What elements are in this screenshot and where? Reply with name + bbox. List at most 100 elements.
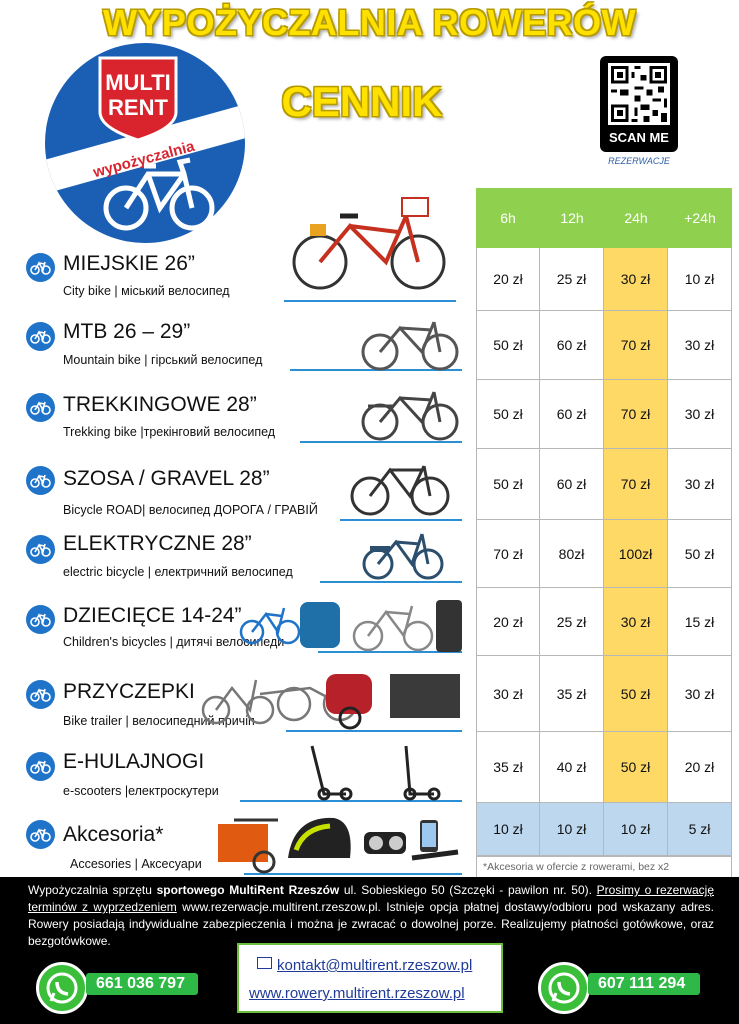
footer-description: Wypożyczalnia sprzętu sportowego MultiRe…: [28, 883, 715, 948]
price-cell: 10 zł: [668, 248, 732, 311]
city-bike-icon: [26, 253, 55, 282]
column-plus-24h: +24h: [684, 210, 716, 226]
price-cell: 50 zł: [604, 656, 668, 732]
row-underline: [284, 300, 456, 302]
price-cell: 10 zł: [540, 803, 604, 856]
price-cell: 80zł: [540, 520, 604, 588]
email-link[interactable]: kontakt@multirent.rzeszow.pl: [277, 957, 473, 974]
whatsapp-icon: [538, 962, 590, 1014]
price-cell: 50 zł: [476, 449, 540, 520]
row-underline: [240, 800, 462, 802]
price-cell: 25 zł: [540, 588, 604, 656]
bike-category-name: Akcesoria*: [63, 823, 164, 846]
column-24h: 24h: [624, 210, 648, 226]
price-cell: 60 zł: [540, 380, 604, 449]
price-cell: 15 zł: [668, 588, 732, 656]
bike-trailer-icon: [26, 680, 55, 709]
price-cell: 35 zł: [540, 656, 604, 732]
page-title: WYPOŻYCZALNIA ROWERÓW: [102, 2, 637, 43]
column-12h: 12h: [560, 210, 584, 226]
price-cell: 60 zł: [540, 311, 604, 380]
bike-category-name: PRZYCZEPKI: [63, 680, 195, 703]
bike-category-description: Accesories | Аксесуари: [70, 857, 202, 871]
e-scooters-image: [310, 745, 441, 801]
price-cell: 30 zł: [604, 248, 668, 311]
row-underline: [318, 651, 462, 653]
price-cell: 30 zł: [476, 656, 540, 732]
trekking-bike-image: [361, 391, 459, 441]
price-cell: 20 zł: [476, 248, 540, 311]
accessories-image: [218, 817, 459, 874]
bike-category-description: e-scooters |електроскутери: [63, 784, 219, 798]
price-cell: 10 zł: [476, 803, 540, 856]
price-cell: 70 zł: [604, 311, 668, 380]
price-cell: 50 zł: [604, 732, 668, 803]
price-cell: 70 zł: [604, 380, 668, 449]
price-cell: 30 zł: [668, 656, 732, 732]
accessories-icon: [26, 820, 55, 849]
column-6h: 6h: [500, 210, 516, 226]
bike-category-description: Bicycle ROAD| велосипед ДОРОГА / ГРАВІЙ: [63, 503, 318, 517]
qr-caption: REZERWACJE: [608, 156, 670, 166]
price-cell: 20 zł: [476, 588, 540, 656]
price-cell: 30 zł: [604, 588, 668, 656]
row-underline: [320, 581, 462, 583]
price-cell: 50 zł: [476, 311, 540, 380]
price-table-header: 6h 12h 24h +24h: [476, 188, 732, 248]
road-bike-icon: [26, 466, 55, 495]
envelope-icon: [257, 957, 272, 969]
e-scooter-icon: [26, 752, 55, 781]
price-cell: 50 zł: [668, 520, 732, 588]
mtb-icon: [26, 322, 55, 351]
price-cell: 30 zł: [668, 380, 732, 449]
contact-box: kontakt@multirent.rzeszow.pl www.rowery.…: [237, 943, 503, 1013]
bike-category-name: E-HULAJNOGI: [63, 750, 205, 773]
accessories-note: *Akcesoria w ofercie z rowerami, bez x2: [476, 856, 732, 878]
children-bike-icon: [26, 605, 55, 634]
row-underline: [244, 873, 462, 875]
reservation-note: Prosimy o rezerwację terminów z wyprzedz…: [28, 883, 714, 914]
qr-code-block[interactable]: SCAN ME: [600, 56, 678, 152]
row-underline: [300, 441, 462, 443]
mtb-bike-image: [361, 321, 459, 371]
phone-number-1[interactable]: 661 036 797: [86, 973, 198, 995]
electric-bike-image: [362, 533, 444, 580]
bicycle-icon: [103, 157, 215, 231]
row-underline: [340, 519, 462, 521]
price-cell: 10 zł: [604, 803, 668, 856]
price-cell: 30 zł: [668, 311, 732, 380]
multirent-logo: MULTI RENT wypożyczalnia: [45, 43, 245, 243]
website-link[interactable]: www.rowery.multirent.rzeszow.pl: [249, 985, 465, 1002]
bike-category-description: Mountain bike | гірський велосипед: [63, 353, 263, 367]
price-cell: 30 zł: [668, 449, 732, 520]
price-cell: 5 zł: [668, 803, 732, 856]
price-cell: 20 zł: [668, 732, 732, 803]
logo-text-multi: MULTI: [105, 70, 171, 95]
electric-bike-icon: [26, 535, 55, 564]
city-bike-image: [292, 197, 446, 290]
trekking-bike-icon: [26, 393, 55, 422]
price-cell: 70 zł: [604, 449, 668, 520]
whatsapp-icon: [36, 962, 88, 1014]
bike-category-description: electric bicycle | електричний велосипед: [63, 565, 293, 579]
row-underline: [286, 730, 462, 732]
logo-text-rent: RENT: [108, 95, 168, 120]
bike-category-description: City bike | міський велосипед: [63, 284, 230, 298]
children-bikes-image: [239, 600, 462, 652]
bike-category-name: ELEKTRYCZNE 28”: [63, 532, 252, 555]
bike-category-name: MTB 26 – 29”: [63, 320, 191, 343]
qr-code-icon: [608, 63, 670, 125]
bike-category-name: MIEJSKIE 26”: [63, 252, 195, 275]
price-list-heading: CENNIK: [281, 78, 443, 125]
bike-category-description: Trekking bike |трекінговий велосипед: [63, 425, 276, 439]
price-cell: 25 zł: [540, 248, 604, 311]
price-cell: 40 zł: [540, 732, 604, 803]
price-cell: 35 zł: [476, 732, 540, 803]
price-cell: 70 zł: [476, 520, 540, 588]
price-cell: 100zł: [604, 520, 668, 588]
price-cell: 50 zł: [476, 380, 540, 449]
phone-number-2[interactable]: 607 111 294: [588, 973, 700, 995]
price-cell: 60 zł: [540, 449, 604, 520]
bike-category-name: TREKKINGOWE 28”: [63, 393, 257, 416]
bike-category-description: Children's bicycles | дитячі велосипеди: [63, 635, 285, 649]
